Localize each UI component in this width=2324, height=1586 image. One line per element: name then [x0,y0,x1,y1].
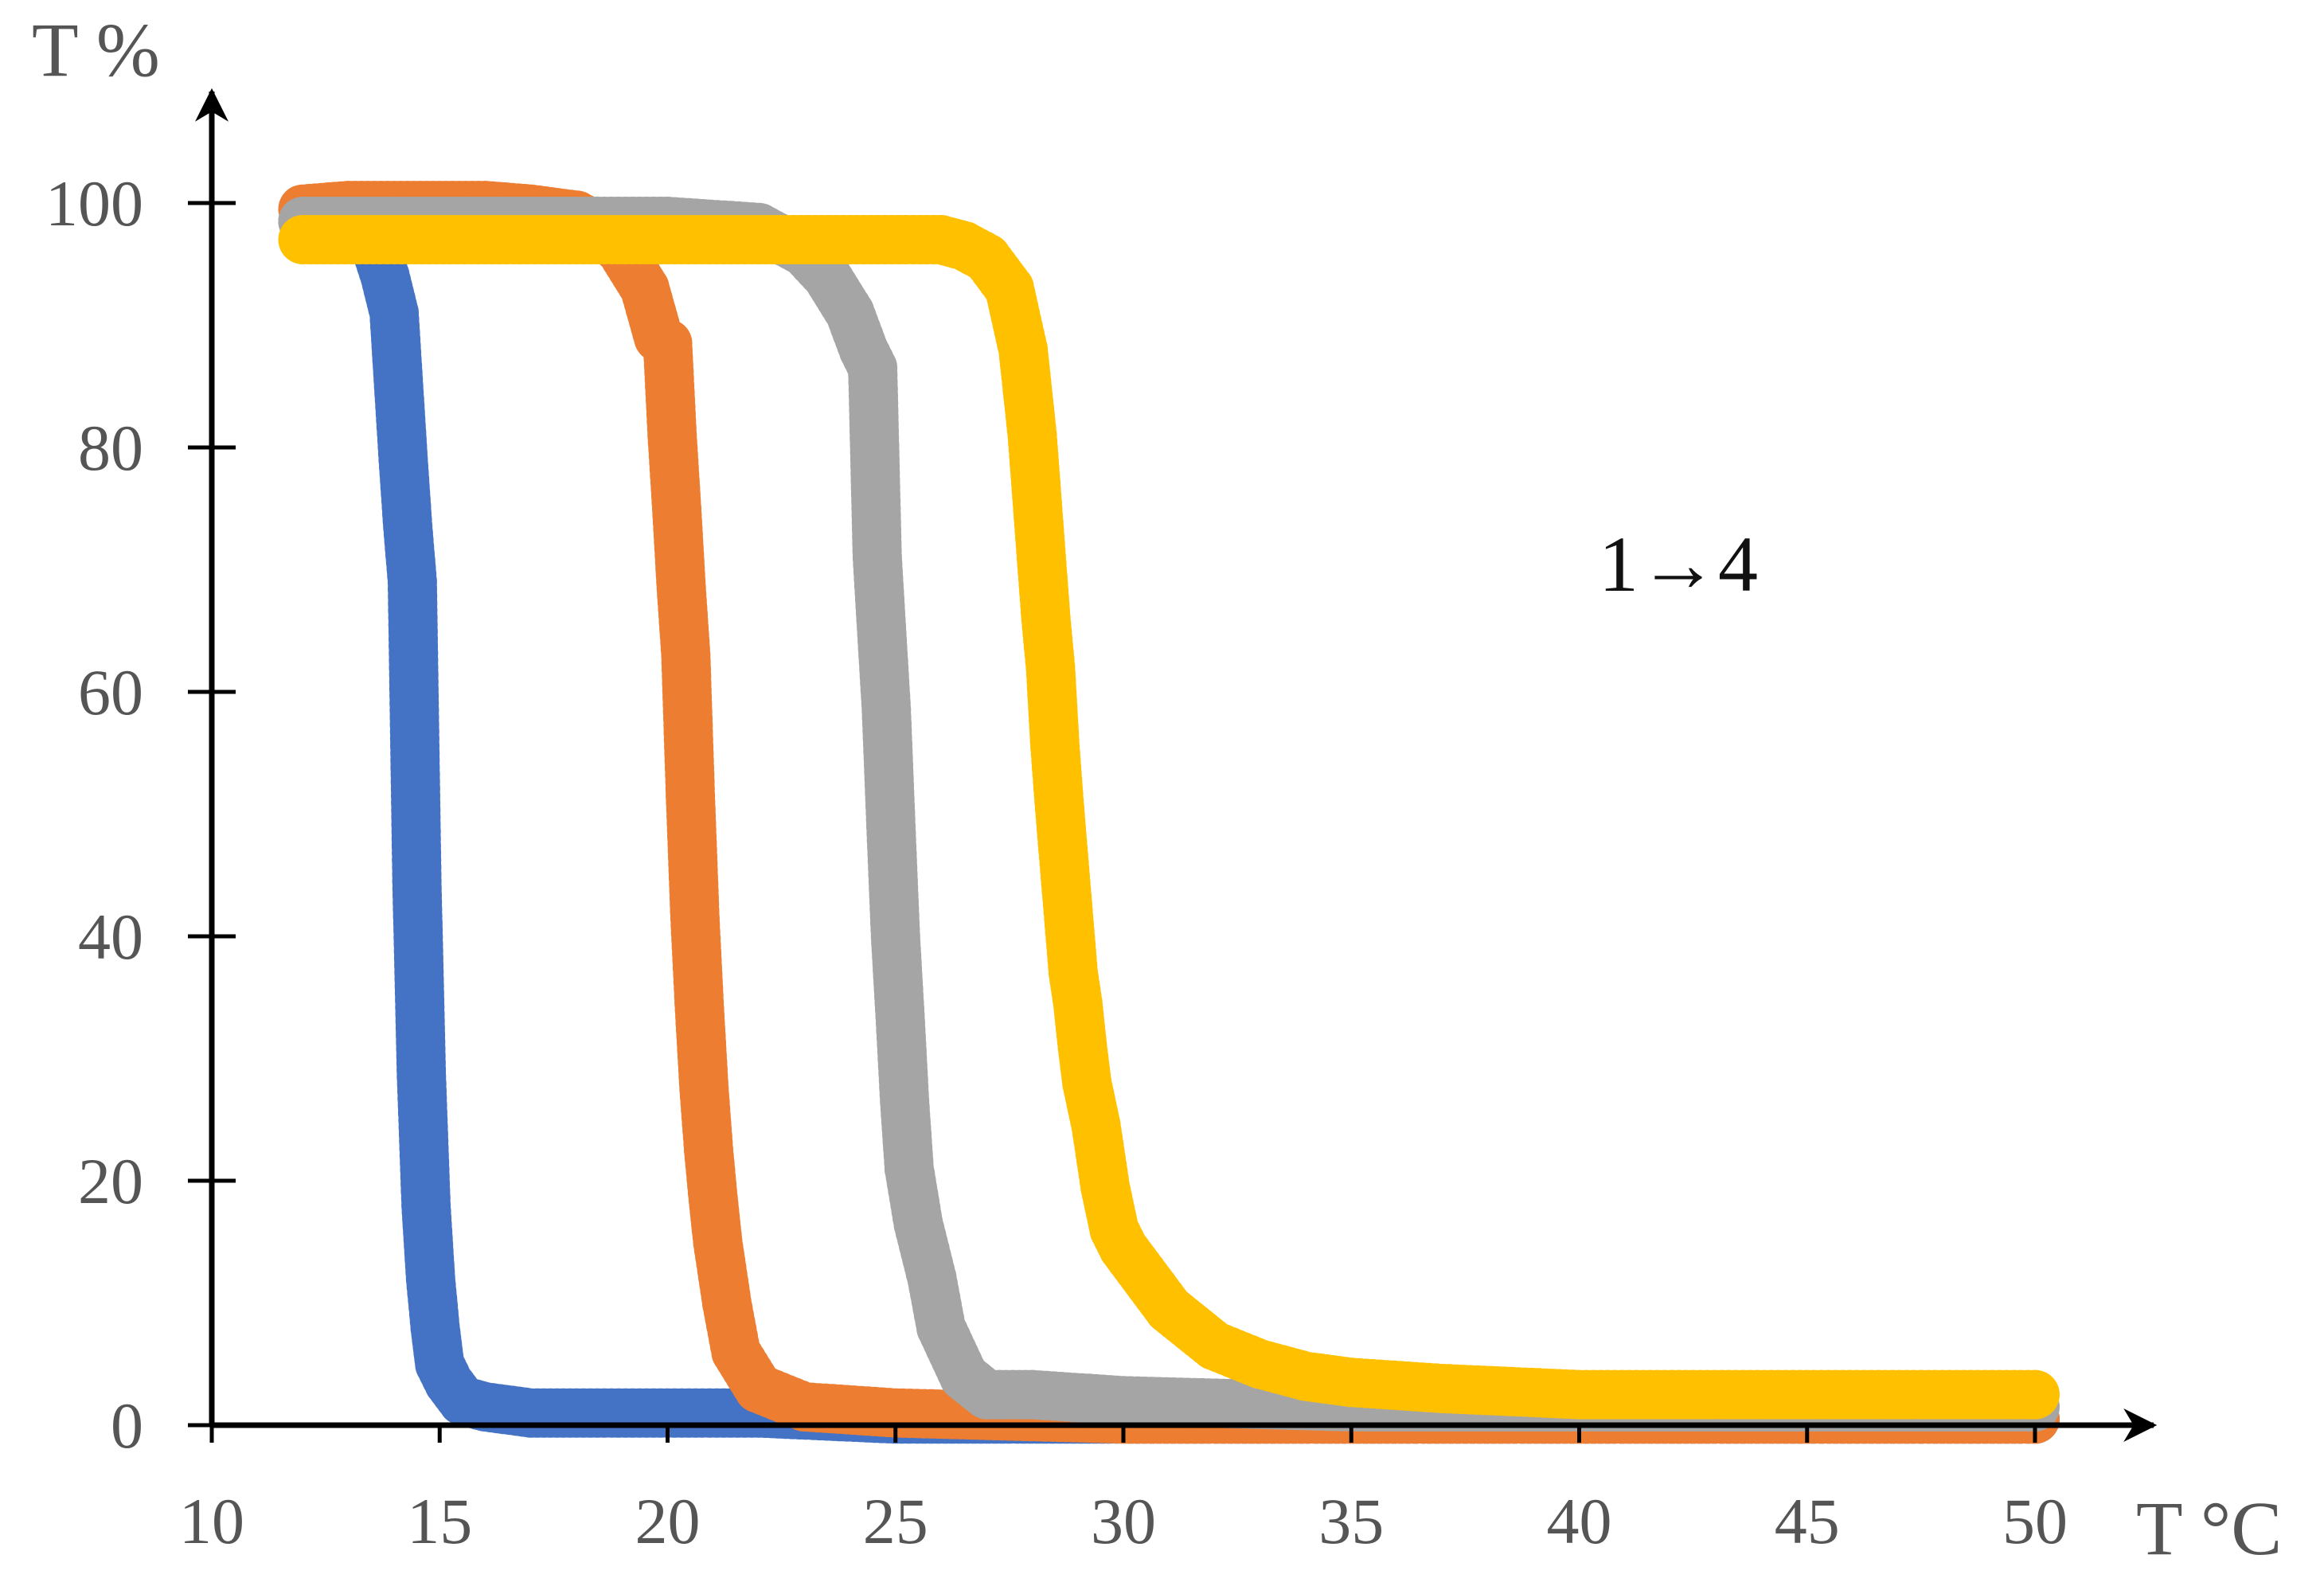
series-line [303,237,2035,1397]
x-tick-label: 30 [1091,1485,1156,1557]
data-point [2010,1369,2060,1420]
series-1 [278,197,2060,1444]
x-axis-title: T °C [2136,1486,2282,1571]
x-tick-label: 40 [1547,1485,1612,1557]
tick-layer: 10 15 20 25 30 35 40 45 50 0 20 40 60 80 100 [45,167,2068,1557]
y-tick-label: 20 [78,1145,143,1217]
series-4 [278,215,2060,1420]
x-tick-label: 50 [2002,1485,2068,1557]
annotation-label: 1→4 [1599,520,1758,608]
series-line [303,219,2035,1422]
series-3 [278,197,2060,1432]
x-tick-label: 45 [1775,1485,1840,1557]
series-2 [278,181,2060,1444]
x-tick-label: 25 [863,1485,928,1557]
series-layer [278,181,2060,1444]
series-line [303,203,2035,1422]
x-tick-label: 10 [179,1485,244,1557]
y-tick-label: 0 [111,1389,143,1462]
x-tick-label: 15 [407,1485,472,1557]
x-tick-label: 35 [1318,1485,1384,1557]
y-tick-label: 100 [45,167,143,240]
x-tick-label: 20 [635,1485,701,1557]
y-tick-label: 80 [78,412,143,484]
y-tick-label: 40 [78,900,143,973]
y-tick-label: 60 [78,656,143,729]
series-line [303,219,2035,1409]
y-axis-title: T % [32,7,160,92]
